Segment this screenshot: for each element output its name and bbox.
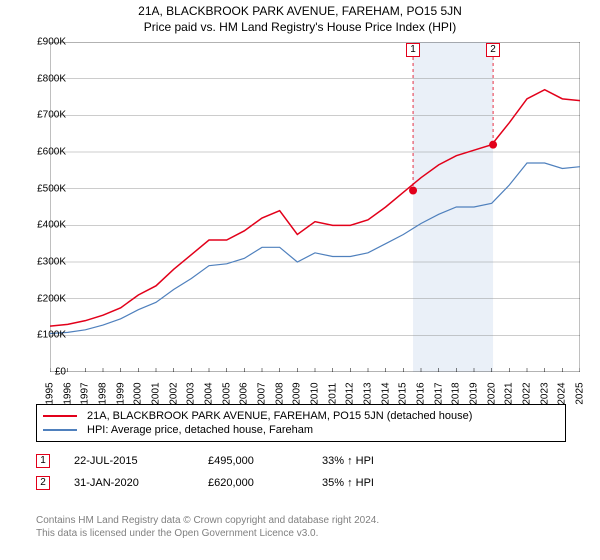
x-axis-label: 2016	[416, 382, 427, 404]
sale-date: 31-JAN-2020	[74, 477, 184, 489]
x-axis-label: 2012	[345, 382, 356, 404]
x-axis-label: 2022	[522, 382, 533, 404]
footer-line: Contains HM Land Registry data © Crown c…	[36, 514, 576, 527]
x-axis-label: 1996	[62, 382, 73, 404]
legend-swatch-property	[43, 415, 77, 417]
chart-callout-box: 1	[406, 43, 420, 57]
y-axis-label: £500K	[37, 183, 66, 194]
legend-row: HPI: Average price, detached house, Fare…	[43, 423, 559, 437]
sale-marker-number: 2	[40, 477, 46, 488]
chart-container: 21A, BLACKBROOK PARK AVENUE, FAREHAM, PO…	[0, 0, 600, 560]
x-axis-label: 2017	[433, 382, 444, 404]
y-axis-label: £400K	[37, 220, 66, 231]
y-axis-label: £700K	[37, 110, 66, 121]
chart-svg	[50, 42, 580, 372]
sale-price: £495,000	[208, 455, 298, 467]
x-axis-label: 2002	[168, 382, 179, 404]
sale-vs-hpi: 35% ↑ HPI	[322, 477, 402, 489]
y-axis-label: £200K	[37, 293, 66, 304]
y-axis-label: £0	[55, 367, 66, 378]
chart-callout-box: 2	[486, 43, 500, 57]
x-axis-label: 2014	[380, 382, 391, 404]
x-axis-label: 2010	[310, 382, 321, 404]
x-axis-label: 2025	[575, 382, 586, 404]
x-axis-label: 2019	[469, 382, 480, 404]
y-axis-label: £800K	[37, 73, 66, 84]
chart-area	[50, 42, 580, 372]
x-axis-label: 2015	[398, 382, 409, 404]
x-axis-label: 2009	[292, 382, 303, 404]
y-axis-label: £300K	[37, 257, 66, 268]
x-axis-label: 2004	[204, 382, 215, 404]
legend: 21A, BLACKBROOK PARK AVENUE, FAREHAM, PO…	[36, 404, 566, 442]
legend-label: 21A, BLACKBROOK PARK AVENUE, FAREHAM, PO…	[87, 410, 472, 422]
chart-title: 21A, BLACKBROOK PARK AVENUE, FAREHAM, PO…	[0, 0, 600, 18]
sales-row: 2 31-JAN-2020 £620,000 35% ↑ HPI	[36, 472, 566, 494]
x-axis-label: 2005	[221, 382, 232, 404]
sales-table: 1 22-JUL-2015 £495,000 33% ↑ HPI 2 31-JA…	[36, 450, 566, 494]
sale-price: £620,000	[208, 477, 298, 489]
sale-marker-number: 1	[40, 455, 46, 466]
x-axis-label: 2011	[327, 383, 338, 405]
sale-marker-box: 1	[36, 454, 50, 468]
x-axis-label: 2006	[239, 382, 250, 404]
x-axis-label: 1999	[115, 382, 126, 404]
sales-row: 1 22-JUL-2015 £495,000 33% ↑ HPI	[36, 450, 566, 472]
x-axis-label: 2007	[257, 382, 268, 404]
x-axis-label: 2021	[504, 382, 515, 404]
x-axis-label: 2024	[557, 382, 568, 404]
x-axis-label: 2008	[274, 382, 285, 404]
x-axis-label: 2020	[486, 382, 497, 404]
legend-swatch-hpi	[43, 429, 77, 431]
x-axis-label: 2018	[451, 382, 462, 404]
x-axis-label: 2000	[133, 382, 144, 404]
legend-row: 21A, BLACKBROOK PARK AVENUE, FAREHAM, PO…	[43, 409, 559, 423]
x-axis-label: 1998	[98, 382, 109, 404]
legend-label: HPI: Average price, detached house, Fare…	[87, 424, 313, 436]
x-axis-label: 2023	[539, 382, 550, 404]
y-axis-label: £600K	[37, 147, 66, 158]
footer-line: This data is licensed under the Open Gov…	[36, 527, 576, 540]
x-axis-label: 2003	[186, 382, 197, 404]
x-axis-label: 1997	[80, 382, 91, 404]
y-axis-label: £100K	[37, 330, 66, 341]
sale-vs-hpi: 33% ↑ HPI	[322, 455, 402, 467]
sale-date: 22-JUL-2015	[74, 455, 184, 467]
footer: Contains HM Land Registry data © Crown c…	[36, 514, 576, 540]
x-axis-label: 1995	[45, 382, 56, 404]
sale-marker-box: 2	[36, 476, 50, 490]
chart-subtitle: Price paid vs. HM Land Registry's House …	[0, 18, 600, 38]
x-axis-label: 2013	[363, 382, 374, 404]
x-axis-label: 2001	[151, 382, 162, 404]
y-axis-label: £900K	[37, 37, 66, 48]
